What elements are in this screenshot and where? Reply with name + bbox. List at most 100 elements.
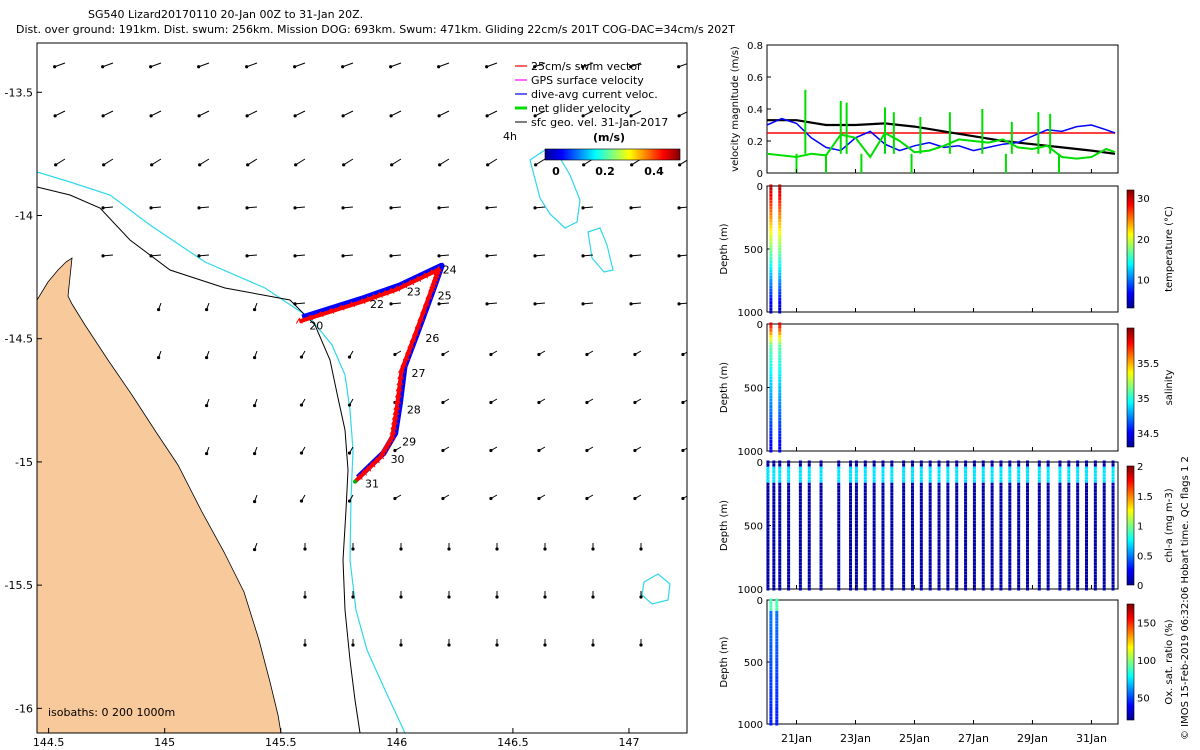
colorbar-tick-2: 0.4 xyxy=(644,165,664,178)
geo-arrow xyxy=(486,110,498,117)
geo-arrow-head xyxy=(53,114,57,118)
geo-arrow xyxy=(294,62,306,68)
geo-arrow-head xyxy=(157,355,161,360)
geo-arrow-head xyxy=(205,403,209,408)
geo-arrow xyxy=(582,110,594,117)
geo-arrow-head xyxy=(393,496,397,501)
geo-arrow-head xyxy=(633,400,637,405)
geo-arrow xyxy=(486,302,498,305)
swim-vector xyxy=(434,269,441,276)
geo-arrow-head xyxy=(537,400,541,405)
geo-arrow-head xyxy=(633,496,637,501)
isobath-label: isobaths: 0 200 1000m xyxy=(48,706,175,719)
geo-arrow-head xyxy=(441,496,445,501)
geo-arrow xyxy=(678,254,687,257)
colorbar-unit: (m/s) xyxy=(593,131,625,144)
geo-arrow xyxy=(486,62,498,68)
geo-arrow-head xyxy=(687,643,690,646)
day-label: 24 xyxy=(443,264,457,277)
swim-vector xyxy=(431,275,439,282)
geo-arrow xyxy=(55,158,66,166)
isobath-200 xyxy=(37,171,406,733)
geo-arrow xyxy=(678,302,687,305)
legend-net: net glider velocity xyxy=(531,102,631,115)
geo-arrow-head xyxy=(489,496,493,501)
swim-vector xyxy=(337,304,345,311)
geo-arrow xyxy=(150,62,162,68)
geo-arrow-head xyxy=(681,400,685,405)
plot-subtitle: Dist. over ground: 191km. Dist. swum: 25… xyxy=(16,23,735,36)
geo-arrow-head xyxy=(485,65,489,69)
geo-arrow xyxy=(390,206,402,209)
swim-vector xyxy=(393,403,401,410)
geo-arrow-head xyxy=(581,206,585,210)
swim-vector xyxy=(392,408,400,415)
geo-arrow xyxy=(438,254,450,257)
geo-arrow-head xyxy=(437,65,441,69)
geo-arrow-head xyxy=(629,302,633,306)
map-xtick-label: 145.5 xyxy=(265,736,297,749)
geo-arrow-head xyxy=(437,254,441,258)
geo-arrow xyxy=(678,111,687,117)
geo-arrow-head xyxy=(677,65,681,69)
day-label: 31 xyxy=(365,478,379,491)
swim-vector xyxy=(387,287,395,294)
swim-vector xyxy=(396,379,404,386)
geo-arrow-head xyxy=(533,65,537,69)
geo-arrow-head xyxy=(246,163,250,167)
map-xtick-label: 146 xyxy=(386,736,407,749)
swim-vector xyxy=(402,354,410,361)
geo-arrow xyxy=(678,206,687,209)
map-ytick-label: -15.5 xyxy=(5,579,33,592)
day-label: 28 xyxy=(407,404,421,417)
geo-arrow-head xyxy=(486,163,490,167)
geo-arrow-head xyxy=(629,206,633,210)
geo-arrow-head xyxy=(205,355,209,360)
geo-arrow xyxy=(342,110,354,117)
geo-arrow xyxy=(438,62,450,68)
geo-arrow-head xyxy=(537,496,541,501)
geo-arrow-head xyxy=(341,65,345,69)
geo-arrow-head xyxy=(437,206,441,210)
geo-arrow-head xyxy=(629,65,633,69)
swim-vector xyxy=(368,461,376,468)
geo-arrow-head xyxy=(633,352,637,357)
geo-arrow xyxy=(582,302,594,305)
map-xtick-label: 145 xyxy=(154,736,175,749)
day-label: 30 xyxy=(391,453,405,466)
geo-arrow-head xyxy=(438,163,442,167)
geo-arrow-head xyxy=(447,547,451,551)
geo-arrow-head xyxy=(677,302,681,306)
day-label: 27 xyxy=(411,367,425,380)
geo-arrow xyxy=(246,62,258,68)
geo-arrow-head xyxy=(149,206,153,210)
geo-arrow-head xyxy=(533,302,537,306)
geo-arrow-head xyxy=(630,163,634,167)
geo-arrow-head xyxy=(441,352,445,357)
map-ytick-label: -13.5 xyxy=(5,86,33,99)
geo-arrow-head xyxy=(293,114,297,118)
geo-arrow xyxy=(630,206,642,209)
geo-arrow xyxy=(246,206,258,209)
geo-arrow xyxy=(582,254,594,257)
geo-arrow-head xyxy=(581,65,585,69)
geo-arrow-head xyxy=(489,400,493,405)
geo-arrow-head xyxy=(389,65,393,69)
geo-arrow-head xyxy=(543,643,547,647)
geo-arrow xyxy=(679,159,687,166)
geo-arrow-head xyxy=(582,163,586,167)
geo-arrow-head xyxy=(639,643,643,647)
geo-arrow-head xyxy=(639,547,643,551)
geo-arrow-head xyxy=(591,595,595,599)
geo-arrow-head xyxy=(399,643,403,647)
geo-arrow xyxy=(439,158,450,166)
geo-arrow-head xyxy=(101,254,105,258)
swim-vector xyxy=(389,428,397,435)
swim-vector xyxy=(429,282,437,289)
end-marker xyxy=(353,479,358,484)
swim-vector xyxy=(409,335,417,343)
swim-vector xyxy=(358,297,366,305)
geo-arrow-head xyxy=(197,65,201,69)
geo-arrow-head xyxy=(543,595,547,599)
